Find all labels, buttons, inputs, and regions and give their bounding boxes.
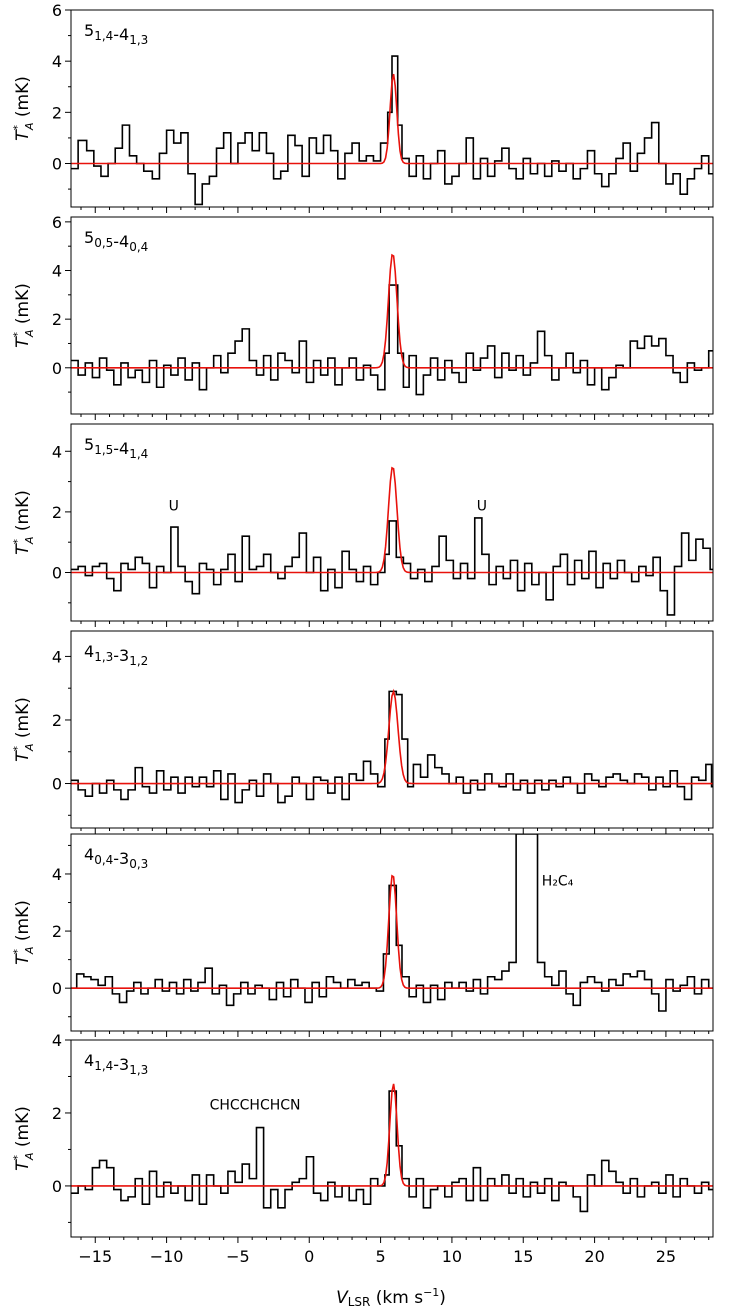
spectrum-panel: 0 2 4 6 T*A (mK) 51,4-41,3	[11, 1, 714, 213]
panels: 0 2 4 6 T*A (mK) 51,4-41,3 0 2 4 6 T*A (mK) 50,5-40…	[11, 1, 714, 1243]
gaussian-fit	[71, 73, 713, 165]
x-tick-label: −5	[226, 1247, 250, 1266]
panel-frame	[70, 1039, 714, 1238]
spectrum-panel: 0 2 4 T*A (mK) 51,5-41,4 U U	[11, 423, 714, 627]
line-annotation: U	[477, 498, 487, 514]
y-tick-label: 2	[52, 503, 62, 522]
y-tick-label: 4	[52, 647, 62, 666]
y-tick-label: 0	[52, 979, 62, 998]
x-axis: −15 −10 −5 0 5 10 15 20 25	[78, 1247, 676, 1266]
gaussian-fit	[71, 1083, 713, 1187]
y-tick-label: 0	[52, 1177, 62, 1196]
panel-frame	[70, 630, 714, 829]
observed-spectrum	[71, 834, 713, 1012]
y-tick-label: 2	[52, 922, 62, 941]
panel-frame	[70, 216, 714, 415]
y-axis-title: T*A (mK)	[11, 490, 36, 555]
transition-label: 41,4-31,3	[84, 1051, 148, 1077]
observed-spectrum	[71, 690, 713, 804]
line-annotation: CHCCHCHCN	[210, 1097, 301, 1113]
transition-label: 51,5-41,4	[84, 435, 148, 461]
y-tick-label: 6	[52, 213, 62, 232]
transition-label: 50,5-40,4	[84, 228, 148, 254]
y-tick-label: 4	[52, 442, 62, 461]
observed-spectrum	[71, 284, 713, 396]
y-tick-label: 4	[52, 865, 62, 884]
y-tick-label: 0	[52, 155, 62, 174]
panel-frame	[70, 423, 714, 622]
observed-spectrum	[71, 55, 713, 206]
line-annotation: H₂C₄	[542, 873, 574, 889]
y-tick-label: 4	[52, 1031, 62, 1050]
y-tick-label: 2	[52, 310, 62, 329]
y-tick-label: 0	[52, 359, 62, 378]
spectrum-panel: 0 2 4 T*A (mK) 41,4-31,3 CHCCHCHCN	[11, 1031, 714, 1243]
y-tick-label: 2	[52, 103, 62, 122]
line-annotation: U	[169, 498, 179, 514]
observed-spectrum	[71, 1090, 713, 1213]
spectrum-panel: 0 2 4 T*A (mK) 40,4-30,3 H₂C₄	[11, 833, 714, 1037]
transition-label: 40,4-30,3	[84, 845, 148, 871]
x-tick-label: −10	[150, 1247, 184, 1266]
y-tick-label: 6	[52, 1, 62, 20]
spectrum-panel: 0 2 4 T*A (mK) 41,3-31,2	[11, 630, 714, 834]
y-axis-title: T*A (mK)	[11, 1106, 36, 1171]
x-tick-label: 5	[375, 1247, 385, 1266]
observed-spectrum	[71, 517, 713, 616]
y-tick-label: 4	[52, 52, 62, 71]
transition-label: 41,3-31,2	[84, 642, 148, 668]
y-axis-title: T*A (mK)	[11, 900, 36, 965]
panel-frame	[70, 9, 714, 208]
y-tick-label: 4	[52, 262, 62, 281]
x-tick-label: 0	[304, 1247, 314, 1266]
y-tick-label: 0	[52, 564, 62, 583]
y-tick-label: 2	[52, 711, 62, 730]
gaussian-fit	[71, 874, 713, 989]
y-axis-title: T*A (mK)	[11, 697, 36, 762]
gaussian-fit	[71, 466, 713, 574]
transition-label: 51,4-41,3	[84, 21, 148, 47]
x-tick-label: 20	[584, 1247, 604, 1266]
y-tick-label: 0	[52, 775, 62, 794]
gaussian-fit	[71, 253, 713, 369]
y-tick-label: 2	[52, 1104, 62, 1123]
gaussian-fit	[71, 688, 713, 785]
x-tick-label: −15	[78, 1247, 112, 1266]
x-tick-label: 25	[656, 1247, 676, 1266]
x-axis-title: VLSR (km s−1)	[336, 1286, 446, 1309]
y-axis-title: T*A (mK)	[11, 283, 36, 348]
x-tick-label: 10	[442, 1247, 462, 1266]
x-tick-label: 15	[513, 1247, 533, 1266]
y-axis-title: T*A (mK)	[11, 76, 36, 141]
spectrum-panel: 0 2 4 6 T*A (mK) 50,5-40,4	[11, 213, 714, 420]
panel-frame	[70, 833, 714, 1032]
